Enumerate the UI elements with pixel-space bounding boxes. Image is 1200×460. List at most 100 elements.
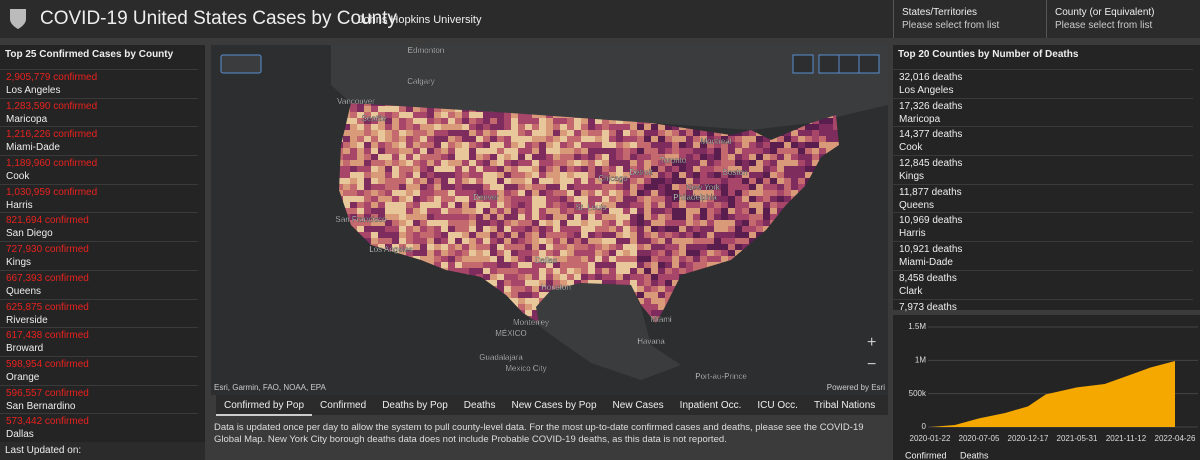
zoom-in[interactable]: + (867, 334, 876, 351)
county (693, 214, 700, 220)
county (833, 118, 839, 124)
county (567, 184, 574, 190)
list-item[interactable]: 10,921 deaths Miami-Dade (893, 242, 1193, 271)
chart-tab[interactable]: Deaths (960, 450, 989, 460)
county (707, 232, 714, 238)
county (518, 214, 525, 220)
county (672, 256, 679, 262)
item-name: Broward (6, 343, 44, 355)
list-item[interactable]: 11,877 deaths Queens (893, 185, 1193, 214)
county (532, 160, 539, 166)
county (434, 244, 441, 250)
county (630, 142, 637, 148)
county (560, 244, 567, 250)
county (658, 196, 665, 202)
list-item[interactable]: 10,969 deaths Harris (893, 213, 1193, 243)
county (385, 184, 392, 190)
county (630, 160, 637, 166)
county (777, 154, 784, 160)
county (518, 208, 525, 214)
tab[interactable]: New Cases by Pop (511, 400, 597, 411)
county (413, 226, 420, 232)
tab[interactable]: Tribal Nations (813, 400, 876, 411)
county (483, 208, 490, 214)
list-item[interactable]: 573,442 confirmed Dallas (0, 414, 198, 443)
county (469, 202, 476, 208)
list-item[interactable]: 617,438 confirmed Broward (0, 328, 198, 357)
county (749, 136, 756, 142)
county (511, 148, 518, 154)
tab[interactable]: ICU Occ. (757, 400, 798, 411)
county (637, 226, 644, 232)
county (462, 112, 469, 118)
filter-select[interactable]: Please select from list (1055, 20, 1153, 31)
county (476, 130, 483, 136)
tab[interactable]: New Cases (612, 400, 664, 411)
county (539, 196, 546, 202)
layer-button[interactable] (220, 54, 262, 74)
county (462, 268, 469, 274)
county (714, 232, 721, 238)
list-item[interactable]: 32,016 deaths Los Angeles (893, 70, 1193, 99)
list-item[interactable]: 12,845 deaths Kings (893, 156, 1193, 185)
county (483, 118, 490, 124)
county (679, 238, 686, 244)
county (812, 142, 819, 148)
list-item[interactable]: 1,283,590 confirmed Maricopa (0, 99, 198, 128)
tab[interactable]: Deaths by Pop (382, 400, 448, 411)
county (658, 202, 665, 208)
list-item[interactable]: 625,875 confirmed Riverside (0, 300, 198, 329)
county (714, 148, 721, 154)
county (616, 160, 623, 166)
tab[interactable]: Inpatient Occ. (679, 400, 742, 411)
list-item[interactable]: 17,326 deaths Maricopa (893, 99, 1193, 128)
list-item[interactable]: 596,557 confirmed San Bernardino (0, 386, 198, 415)
list-item[interactable]: 1,189,960 confirmed Cook (0, 156, 198, 185)
list-item[interactable]: 1,216,226 confirmed Miami-Dade (0, 127, 198, 157)
county (637, 292, 644, 298)
list-item[interactable]: 1,030,959 confirmed Harris (0, 185, 198, 214)
county (651, 178, 658, 184)
county (469, 226, 476, 232)
county (532, 286, 539, 292)
list-item[interactable]: 727,930 confirmed Kings (0, 242, 198, 271)
county (427, 202, 434, 208)
county (651, 298, 658, 304)
county (525, 136, 532, 142)
list-item[interactable]: 8,458 deaths Clark (893, 271, 1193, 300)
county (518, 184, 525, 190)
list-item[interactable]: 14,377 deaths Cook (893, 127, 1193, 157)
county (777, 136, 784, 142)
county (672, 148, 679, 154)
county (665, 238, 672, 244)
list-item[interactable]: 2,905,779 confirmed Los Angeles (0, 70, 198, 99)
tab[interactable]: Confirmed (320, 400, 367, 411)
county (532, 214, 539, 220)
county (602, 214, 609, 220)
county (686, 226, 693, 232)
county (770, 166, 777, 172)
county (644, 250, 651, 256)
list-item[interactable]: 667,393 confirmed Queens (0, 271, 198, 300)
county (574, 166, 581, 172)
county (532, 172, 539, 178)
county (490, 142, 497, 148)
county (413, 148, 420, 154)
tab[interactable]: Confirmed by Pop (216, 397, 313, 416)
list-item[interactable]: 821,694 confirmed San Diego (0, 213, 198, 243)
filter-select[interactable]: Please select from list (902, 20, 1000, 31)
chart-tab[interactable]: Confirmed (905, 450, 947, 460)
county (749, 238, 756, 244)
county (567, 226, 574, 232)
tab[interactable]: Deaths (463, 400, 496, 411)
county (644, 274, 651, 280)
county (364, 118, 371, 124)
zoom-out[interactable]: − (867, 356, 876, 373)
county (553, 202, 560, 208)
list-item[interactable]: 598,954 confirmed Orange (0, 357, 198, 386)
county (539, 274, 546, 280)
county (588, 196, 595, 202)
item-name: Riverside (6, 314, 48, 326)
county (462, 256, 469, 262)
county (434, 130, 441, 136)
